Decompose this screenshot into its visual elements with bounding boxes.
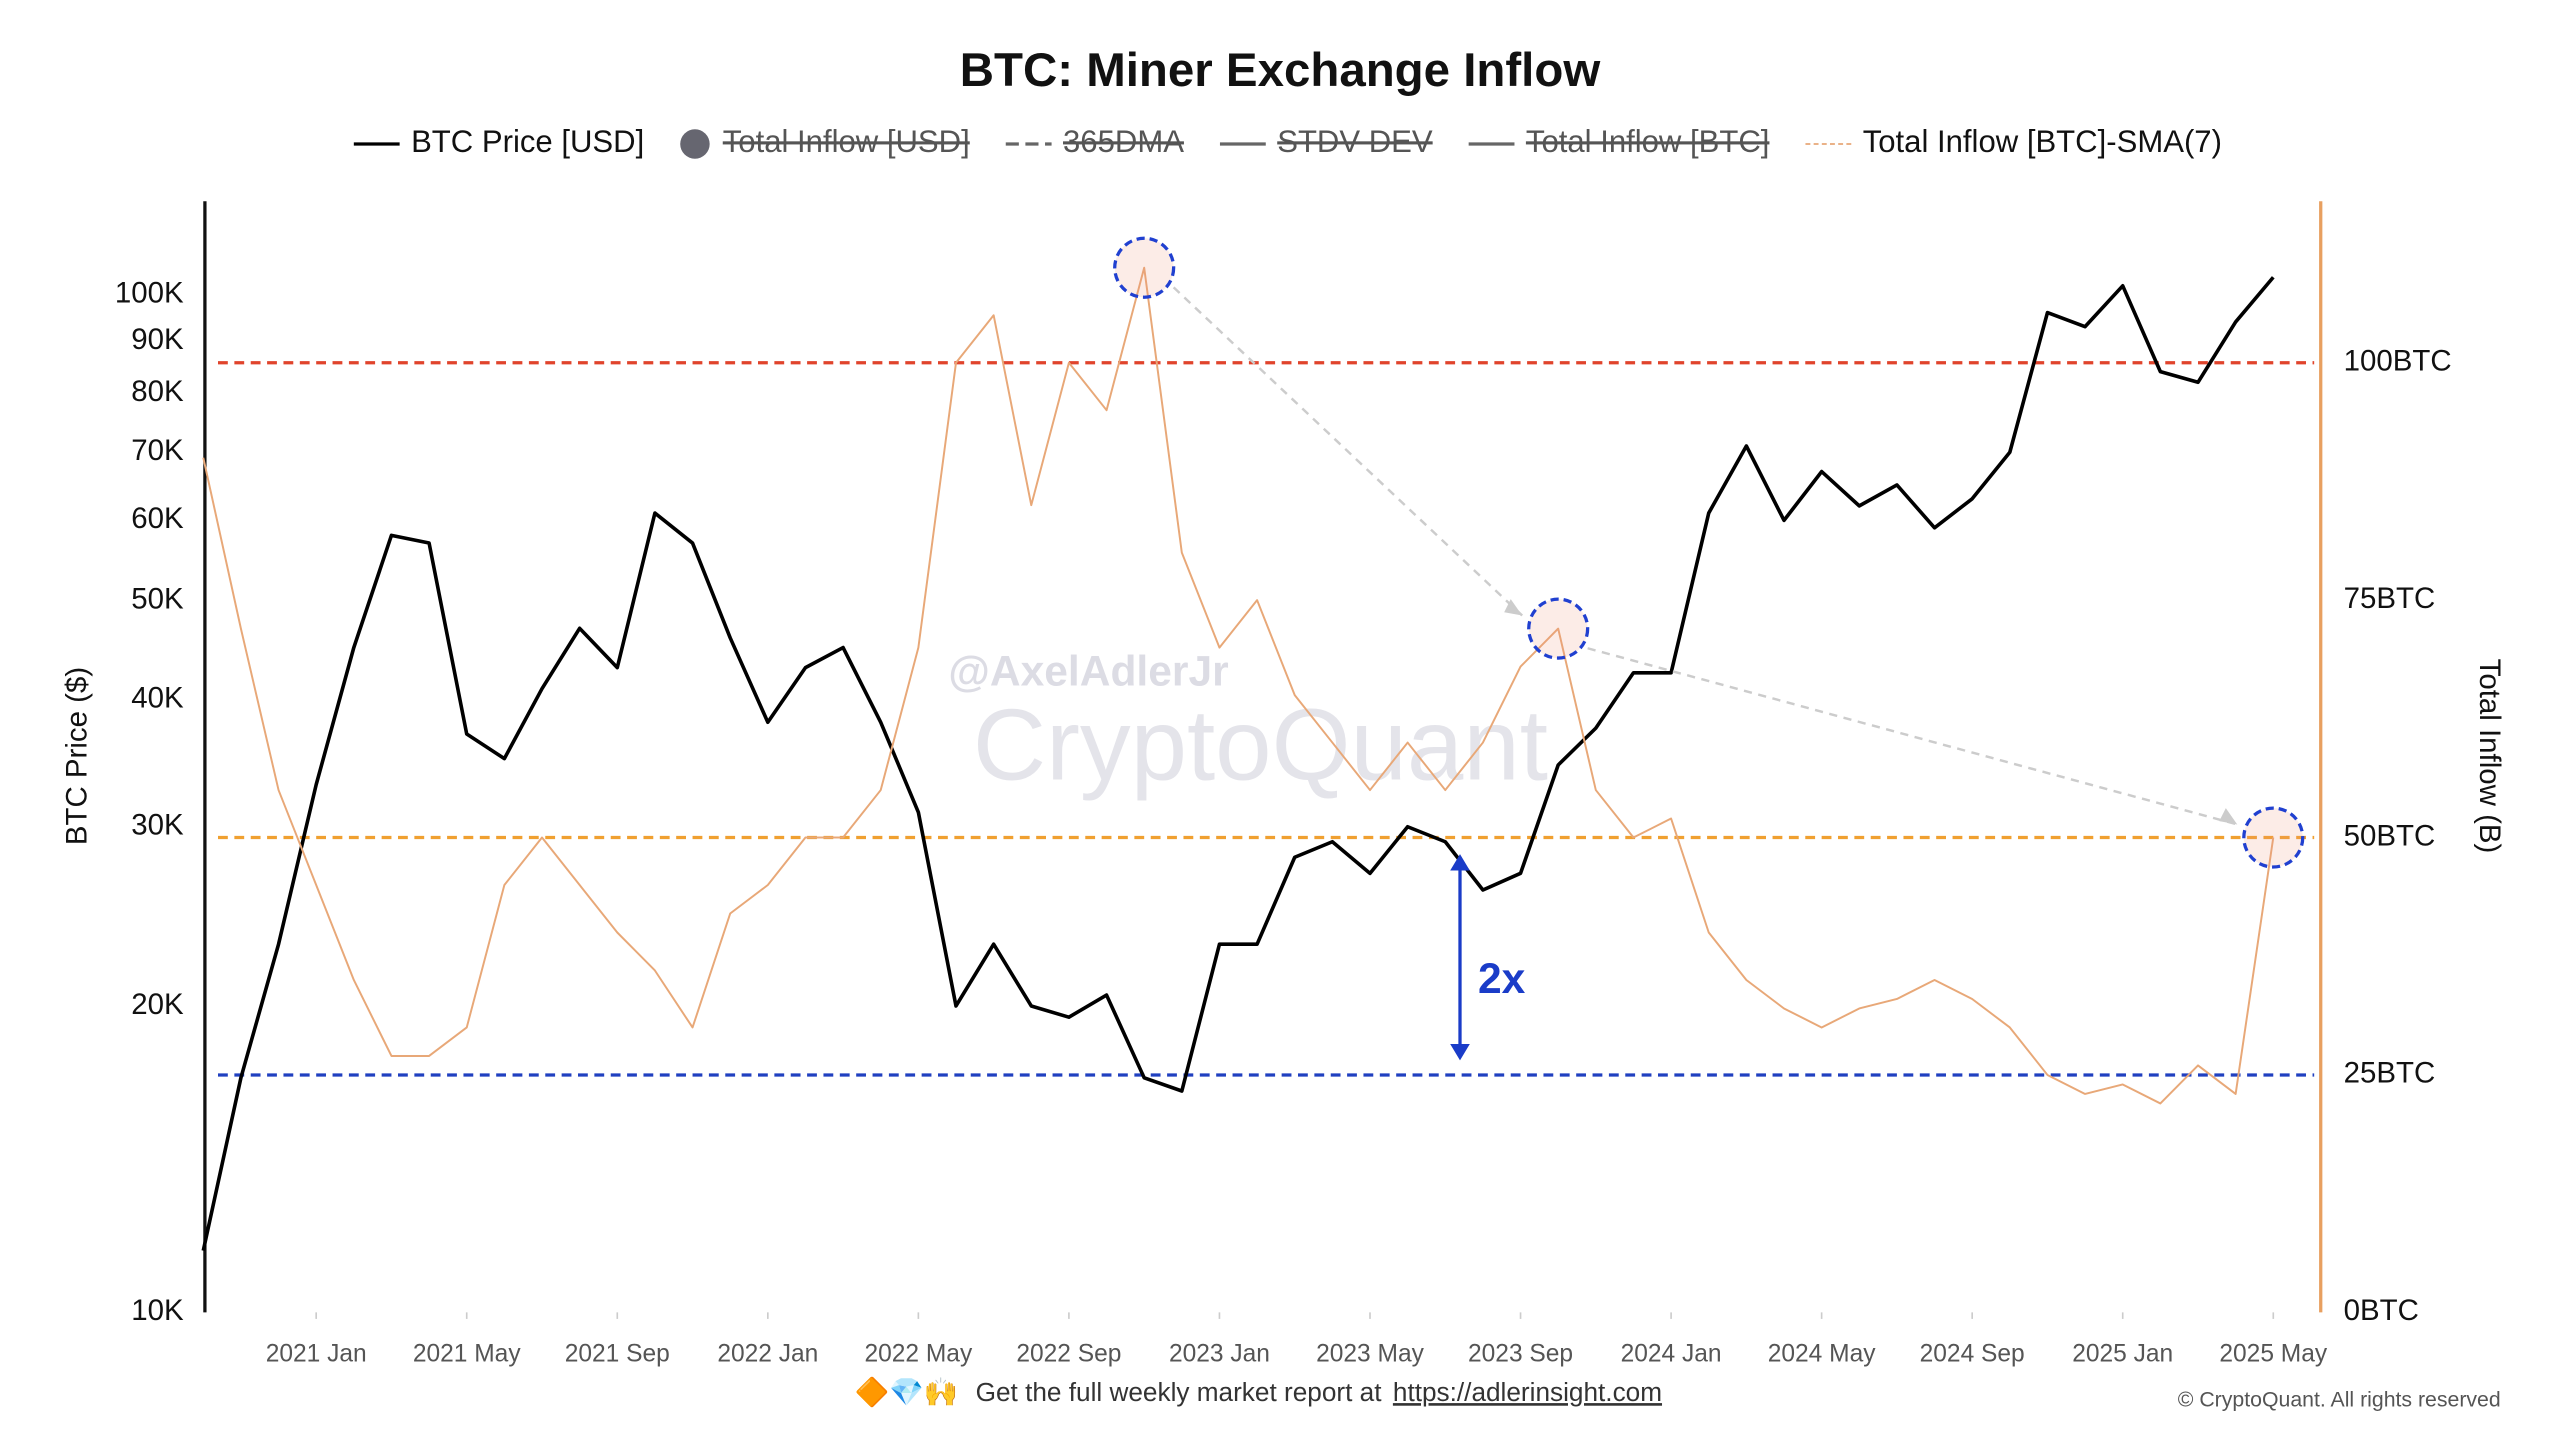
y-tick-label: 40K (131, 681, 184, 714)
x-tick-label: 2023 Sep (1468, 1340, 1573, 1367)
trend-arrow (1587, 647, 2238, 826)
x-tick-label: 2021 Jan (266, 1340, 367, 1367)
footer-link[interactable]: https://adlerinsight.com (1393, 1377, 1662, 1407)
legend-label: Total Inflow [BTC] (1526, 124, 1770, 159)
y2-tick-label: 100BTC (2344, 344, 2452, 377)
trend-arrow (1172, 286, 1524, 617)
highlight-circle (1527, 597, 1590, 660)
legend-item: STDV DEV (1219, 124, 1433, 159)
y-tick-label: 90K (131, 323, 184, 356)
x-tick-label: 2023 Jan (1169, 1340, 1270, 1367)
x-tick-label: 2022 Jan (717, 1340, 818, 1367)
y-tick-label: 100K (115, 276, 184, 309)
footer-text: Get the full weekly market report at (976, 1377, 1383, 1407)
x-tick-label: 2023 May (1316, 1340, 1424, 1367)
x-tick-label: 2024 May (1768, 1340, 1876, 1367)
series-line (201, 276, 2275, 1251)
x-tick-label: 2021 May (413, 1340, 521, 1367)
x-tick-label: 2022 Sep (1016, 1340, 1121, 1367)
legend-label: Total Inflow [BTC]-SMA(7) (1863, 124, 2222, 159)
x-tick-label: 2024 Jan (1621, 1340, 1722, 1367)
y2-tick-label: 25BTC (2344, 1057, 2436, 1090)
y-tick-label: 50K (131, 583, 184, 616)
legend-item: Total Inflow [USD] (680, 124, 970, 159)
copyright: © CryptoQuant. All rights reserved (2178, 1387, 2501, 1411)
x-tick-label: 2021 Sep (565, 1340, 670, 1367)
x-tick-label: 2025 May (2219, 1340, 2327, 1367)
annotation: 2x (1478, 955, 1526, 1003)
y-tick-label: 80K (131, 375, 184, 408)
y-tick-label: 20K (131, 988, 184, 1021)
arrow-head (2219, 808, 2238, 825)
highlight-circle (1113, 236, 1176, 299)
legend-label: STDV DEV (1277, 124, 1433, 159)
watermark-brand: CryptoQuant (973, 689, 1548, 802)
y2-tick-label: 0BTC (2344, 1294, 2419, 1327)
y2-axis-label: Total Inflow (B) (2473, 659, 2506, 854)
legend-item: 365DMA (1005, 124, 1184, 159)
series-line (202, 266, 2275, 1105)
y-tick-label: 10K (131, 1294, 184, 1327)
arrow-head (1504, 599, 1523, 616)
chart-title: BTC: Miner Exchange Inflow (960, 44, 1601, 97)
footer: 🔶💎🙌 Get the full weekly market report at… (855, 1376, 2501, 1412)
watermark: @AxelAdlerJr (948, 647, 1228, 695)
x-tick-label: 2024 Sep (1920, 1340, 2025, 1367)
y2-tick-label: 50BTC (2344, 819, 2436, 852)
y-tick-label: 30K (131, 809, 184, 842)
y-tick-label: 60K (131, 502, 184, 535)
y-tick-label: 70K (131, 434, 184, 467)
highlight-circle (2242, 806, 2305, 869)
x-tick-label: 2025 Jan (2072, 1340, 2173, 1367)
y2-tick-label: 75BTC (2344, 582, 2436, 615)
legend-item: BTC Price [USD] (353, 124, 644, 159)
footer-emoji: 🔶💎🙌 (855, 1376, 959, 1409)
y-axis-label: BTC Price ($) (61, 667, 94, 845)
legend-item: Total Inflow [BTC] (1468, 124, 1770, 159)
legend-label: 365DMA (1063, 124, 1184, 159)
legend-label: BTC Price [USD] (411, 124, 644, 159)
legend-symbol (680, 129, 710, 159)
x-tick-label: 2022 May (864, 1340, 972, 1367)
legend-label: Total Inflow [USD] (723, 124, 970, 159)
legend-item: Total Inflow [BTC]-SMA(7) (1805, 124, 2222, 159)
